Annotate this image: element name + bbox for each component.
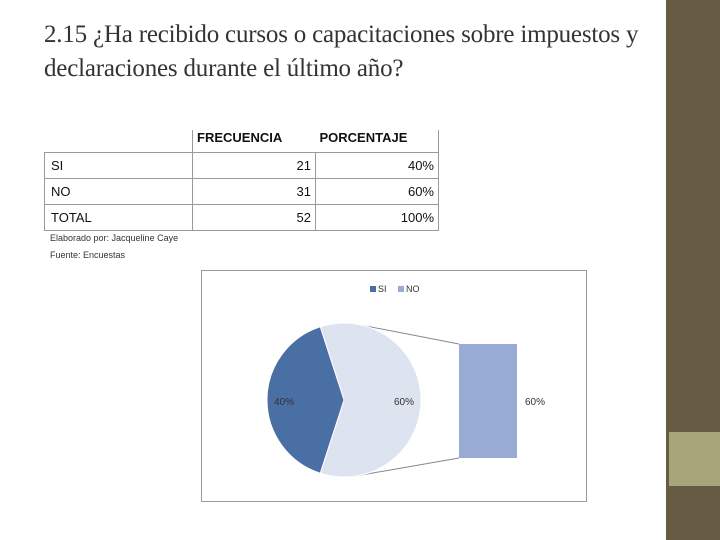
slide-title: 2.15 ¿Ha recibido cursos o capacitacione… xyxy=(44,21,639,82)
table-cell-category: SI xyxy=(44,152,193,179)
table-cell-category: NO xyxy=(44,178,193,205)
table-header-percentage: PORCENTAJE xyxy=(315,130,439,153)
source-note: Fuente: Encuestas xyxy=(50,250,126,260)
chart-secondary-bar xyxy=(459,344,517,458)
connector-line-bottom xyxy=(353,457,460,477)
table-header-frequency: FRECUENCIA xyxy=(197,130,283,145)
table-row: NO 31 60% xyxy=(44,178,439,205)
chart-legend: SI NO xyxy=(370,284,420,294)
chart-slices xyxy=(266,322,422,478)
author-note: Elaborado por: Jacqueline Caye xyxy=(50,233,179,243)
table-row-total: TOTAL 52 100% xyxy=(44,204,439,231)
side-decoration-accent xyxy=(669,432,720,486)
table-cell-percentage: 40% xyxy=(315,152,439,179)
pie-slice-no xyxy=(319,322,422,478)
data-label-secondary-no: 60% xyxy=(525,397,545,408)
legend-label-si: SI xyxy=(378,284,387,294)
table-header-row: FRECUENCIA PORCENTAJE xyxy=(44,130,439,153)
chart-data-labels: 40% 60% 60% xyxy=(274,397,545,408)
table-cell-frequency: 52 xyxy=(192,204,316,231)
secondary-bar-no xyxy=(459,344,517,458)
table-row: SI 21 40% xyxy=(44,152,439,179)
connector-line-top xyxy=(353,323,460,345)
pie-slice-si xyxy=(266,326,345,474)
pie-chart-frame: SI NO 40% 60% 60% xyxy=(201,270,587,502)
data-label-si: 40% xyxy=(274,397,294,408)
legend-label-no: NO xyxy=(406,284,420,294)
table-cell-percentage: 60% xyxy=(315,178,439,205)
table-cell-category: TOTAL xyxy=(44,204,193,231)
chart-connectors xyxy=(353,323,460,477)
data-label-no: 60% xyxy=(394,397,414,408)
table-cell-frequency: 21 xyxy=(192,152,316,179)
table-header-blank xyxy=(44,130,193,153)
legend-swatch-si xyxy=(370,286,376,292)
pie-of-pie-chart: SI NO 40% 60% 60% xyxy=(266,284,545,478)
frequency-table: FRECUENCIA PORCENTAJE SI 21 40% NO 31 60… xyxy=(44,130,439,231)
table-cell-percentage: 100% xyxy=(315,204,439,231)
legend-swatch-no xyxy=(398,286,404,292)
table-cell-frequency: 31 xyxy=(192,178,316,205)
